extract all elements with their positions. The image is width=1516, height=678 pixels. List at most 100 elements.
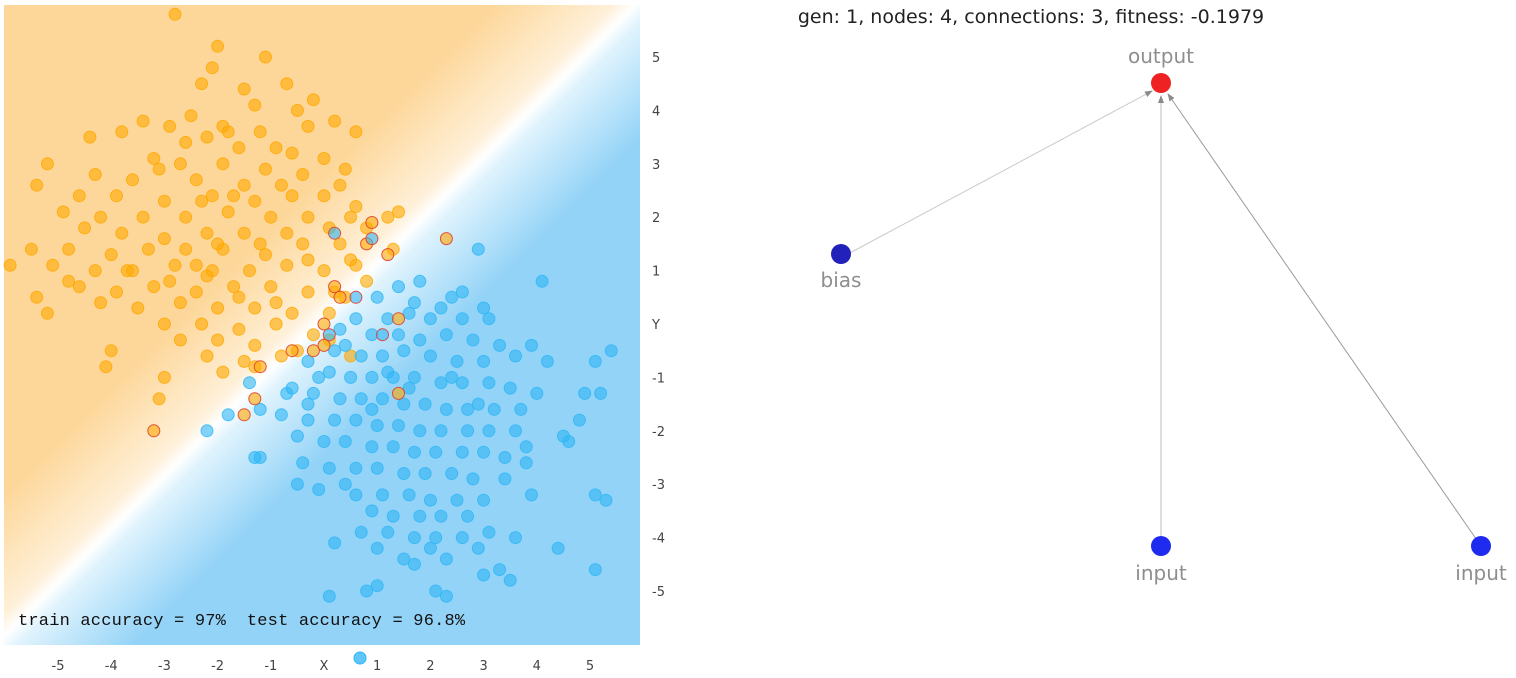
- data-point-misclassified_orange: [439, 232, 453, 246]
- data-point-blue: [439, 402, 453, 416]
- data-point-orange: [232, 290, 246, 304]
- data-point-blue: [407, 370, 421, 384]
- data-point-blue: [594, 386, 608, 400]
- data-point-blue: [402, 488, 416, 502]
- data-point-orange: [72, 280, 86, 294]
- data-point-orange: [349, 125, 363, 139]
- data-point-blue: [509, 424, 522, 438]
- data-point-orange: [40, 157, 54, 171]
- data-point-blue: [509, 349, 522, 363]
- data-point-orange: [285, 306, 299, 320]
- data-point-misclassified_blue: [322, 328, 336, 342]
- data-point-blue: [248, 451, 262, 464]
- data-point-misclassified_orange: [317, 338, 331, 352]
- data-point-orange: [200, 269, 214, 283]
- data-point-blue: [556, 429, 570, 443]
- data-point-blue: [386, 440, 400, 454]
- data-point-blue: [338, 435, 352, 448]
- data-point-blue: [274, 408, 288, 422]
- data-point-blue: [328, 536, 342, 550]
- data-point-misclassified_blue: [376, 328, 389, 342]
- data-point-orange: [195, 77, 209, 91]
- data-point-orange: [301, 253, 315, 267]
- data-point-blue: [333, 392, 347, 406]
- data-point-blue: [386, 509, 400, 523]
- data-point-blue: [599, 493, 613, 507]
- data-point-blue: [434, 509, 448, 523]
- node-bias[interactable]: [831, 244, 851, 264]
- data-point-orange: [301, 210, 315, 224]
- x-tick-label: 2: [426, 659, 434, 674]
- data-point-orange: [344, 210, 358, 224]
- data-point-orange: [360, 274, 374, 288]
- data-point-orange: [259, 162, 272, 176]
- y-tick-label: -2: [652, 425, 665, 440]
- data-point-orange: [248, 194, 262, 208]
- node-input-2[interactable]: [1471, 536, 1491, 556]
- data-point-orange: [189, 173, 203, 187]
- data-point-blue: [253, 402, 267, 416]
- x-tick-label: -2: [211, 659, 224, 674]
- data-point-blue: [397, 344, 411, 358]
- data-point-blue: [477, 445, 491, 459]
- data-point-blue: [482, 424, 496, 438]
- data-point-orange: [317, 152, 331, 165]
- data-point-blue: [413, 509, 427, 523]
- data-point-orange: [179, 210, 193, 224]
- data-point-orange: [205, 61, 219, 75]
- data-point-blue: [392, 419, 405, 432]
- data-point-blue: [397, 397, 411, 411]
- data-point-orange: [110, 189, 123, 203]
- data-point-orange: [269, 296, 283, 310]
- data-point-blue: [434, 424, 448, 438]
- data-point-orange: [157, 317, 171, 331]
- data-point-blue: [376, 349, 389, 363]
- data-point-blue: [588, 488, 602, 502]
- data-point-orange: [126, 173, 139, 187]
- data-point-blue: [322, 461, 336, 475]
- data-point-blue: [530, 386, 544, 400]
- y-axis: 5 4 3 2 1 Y -1 -2 -3 -4 -5: [651, 51, 665, 600]
- data-point-blue: [413, 274, 427, 288]
- node-input-1[interactable]: [1151, 536, 1171, 556]
- data-point-orange: [211, 39, 225, 53]
- data-point-blue: [604, 344, 618, 358]
- x-tick-label: 4: [533, 659, 541, 674]
- data-point-blue: [455, 445, 469, 459]
- y-tick-label: -5: [652, 585, 665, 600]
- data-point-orange: [333, 178, 347, 192]
- data-point-blue: [450, 493, 464, 507]
- data-point-orange: [274, 178, 288, 192]
- data-point-orange: [200, 349, 214, 363]
- data-point-orange: [179, 242, 193, 256]
- data-point-blue: [439, 589, 453, 603]
- data-point-blue: [306, 386, 320, 400]
- node-output[interactable]: [1151, 73, 1171, 93]
- data-point-orange: [195, 194, 209, 208]
- data-point-orange: [104, 248, 118, 262]
- data-point-blue: [434, 376, 448, 390]
- y-tick-label: -3: [652, 478, 665, 493]
- data-point-orange: [72, 189, 86, 203]
- data-point-orange: [248, 301, 262, 315]
- data-point-orange: [3, 258, 17, 272]
- node-output-label: output: [1128, 44, 1194, 68]
- data-point-blue: [349, 413, 363, 427]
- data-point-blue: [477, 568, 491, 582]
- data-point-blue: [434, 301, 448, 315]
- data-point-orange: [248, 338, 262, 352]
- data-point-blue: [402, 381, 416, 395]
- data-point-blue: [514, 402, 528, 416]
- data-point-orange: [88, 264, 102, 278]
- data-point-orange: [248, 98, 262, 112]
- x-tick-label: 5: [586, 659, 594, 674]
- data-point-blue: [445, 467, 459, 480]
- data-point-blue: [328, 344, 342, 358]
- data-point-blue: [471, 242, 485, 256]
- data-point-blue: [423, 493, 437, 507]
- data-point-orange: [46, 258, 60, 272]
- data-point-blue: [493, 338, 507, 352]
- data-point-blue: [338, 338, 352, 352]
- data-point-orange: [317, 264, 331, 278]
- data-point-blue: [338, 477, 352, 491]
